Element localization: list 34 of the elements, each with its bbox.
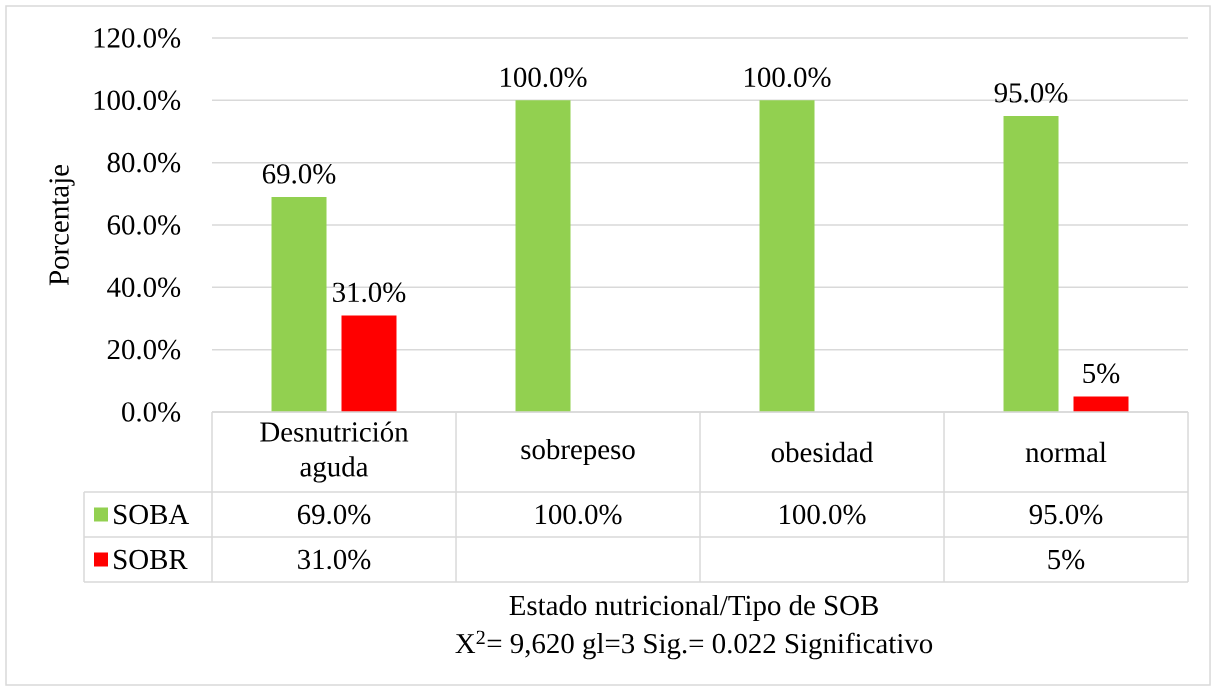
text: 95.0%: [994, 83, 1068, 103]
data-label: 5%: [1048, 549, 1085, 570]
text: 31.0%: [333, 282, 406, 303]
data-label: 100.0%: [780, 504, 866, 525]
x-axis-title: Estado nutricional/Tipo de SOB: [509, 594, 878, 622]
y-tick-label: 100.0%: [94, 90, 181, 111]
legend-label: SOBA: [114, 504, 190, 525]
data-label: 95.0%: [1029, 504, 1103, 525]
y-tick-label: 40.0%: [107, 277, 181, 298]
y-tick-label: 20.0%: [107, 339, 181, 360]
text: 69.0%: [262, 164, 336, 184]
text: X$^{2}$= 9,620 gl=3 Sig.= 0.022 Significativo: [455, 630, 933, 660]
text: 100.0%: [745, 67, 831, 88]
x-tick-label: sobrepeso: [521, 438, 635, 466]
text: 100.0%: [501, 67, 587, 88]
bar: [515, 100, 571, 412]
x-tick-label: Desnutrición aguda: [260, 421, 409, 483]
text: 5%: [1083, 363, 1120, 384]
bar: [759, 100, 815, 412]
x-tick-label: obesidad: [771, 441, 874, 463]
y-axis-title: Porcentaje: [49, 165, 75, 286]
bar: [271, 196, 327, 412]
y-tick-label: 0.0%: [122, 402, 181, 422]
y-tick-label: 80.0%: [107, 152, 181, 173]
data-label: 100.0%: [536, 504, 622, 525]
data-label: 31.0%: [298, 549, 371, 570]
bar: [1073, 396, 1129, 412]
data-label: 69.0%: [297, 504, 371, 525]
y-tick-label: 120.0%: [94, 28, 181, 48]
legend-label: SOBR: [114, 549, 188, 570]
y-tick-label: 60.0%: [107, 215, 181, 235]
x-tick-label: normal: [1025, 441, 1107, 463]
bar: [1003, 115, 1059, 412]
bar: [341, 315, 397, 412]
